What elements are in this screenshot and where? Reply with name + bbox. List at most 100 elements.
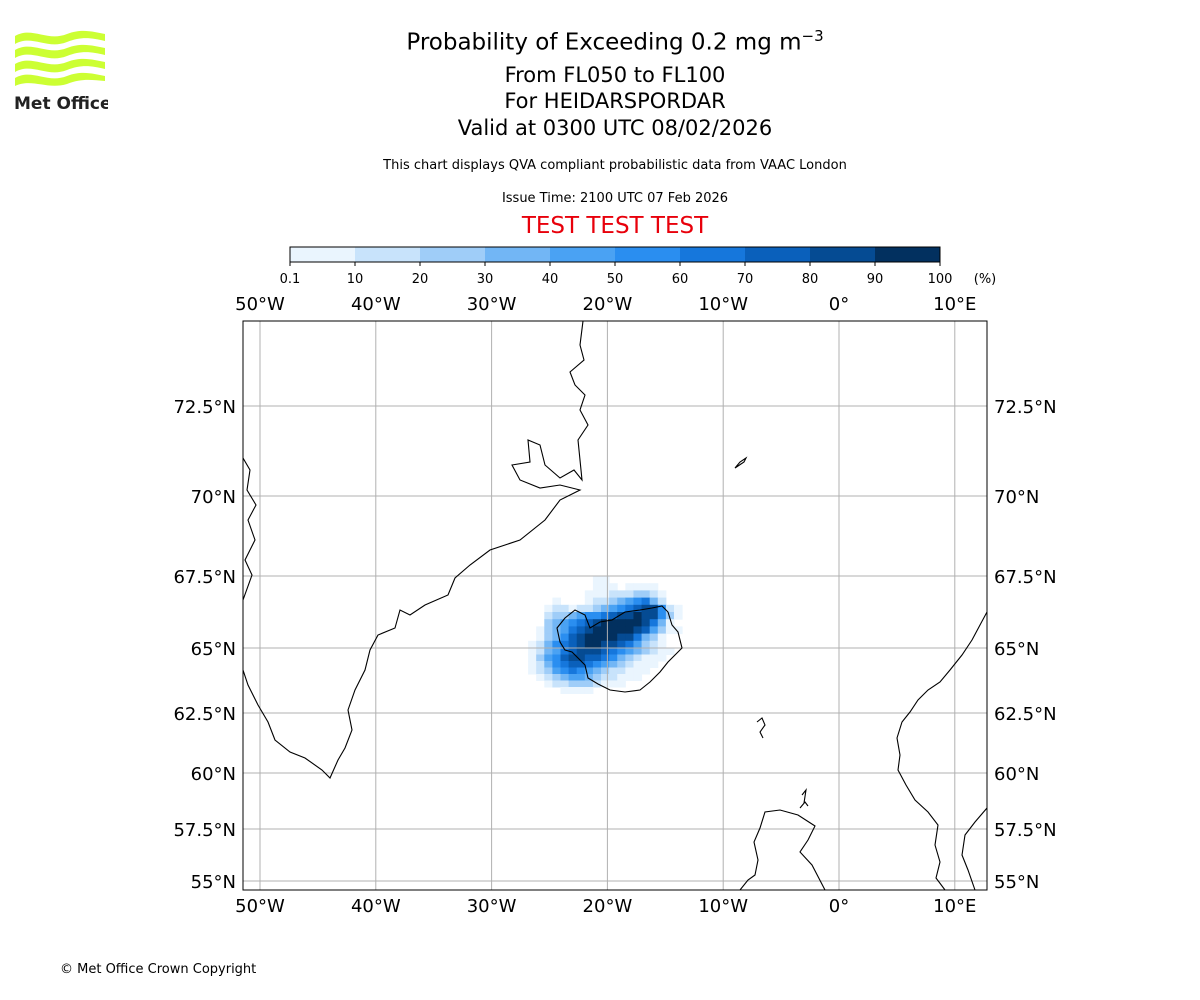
probability-cell [625, 654, 634, 662]
probability-cell [633, 667, 643, 675]
probability-cell [592, 674, 602, 681]
probability-cell [592, 583, 602, 591]
probability-cell [641, 590, 651, 599]
probability-cell [641, 619, 651, 627]
probability-cell [560, 626, 570, 635]
colorbar-bin [420, 247, 485, 262]
probability-cell [625, 590, 634, 599]
probability-cell [528, 667, 537, 675]
probability-cell [592, 604, 602, 613]
map-frame [242, 320, 988, 891]
lon-label-bottom: 10°W [698, 896, 748, 917]
probability-cell [568, 680, 578, 688]
probability-cell [617, 626, 626, 635]
norway-coast [896, 611, 987, 890]
colorbar-tick-label: 0.1 [280, 272, 301, 287]
probability-cell [633, 597, 643, 606]
probability-cell [665, 619, 675, 627]
probability-cell [592, 661, 602, 668]
probability-cell [633, 648, 643, 655]
probability-cell [584, 680, 594, 688]
probability-cell [657, 654, 667, 662]
probability-cell [657, 640, 667, 649]
probability-cell [576, 674, 586, 681]
probability-cell [536, 661, 545, 668]
probability-cell [592, 626, 602, 635]
probability-cell [609, 619, 618, 627]
probability-cell [649, 597, 659, 606]
probability-cell [576, 667, 586, 675]
lat-label-right: 65°N [994, 639, 1039, 660]
probability-cell [584, 661, 594, 668]
probability-cell [536, 626, 545, 635]
probability-cell [649, 590, 659, 599]
lat-label-left: 65°N [191, 639, 236, 660]
probability-cell [560, 619, 570, 627]
probability-cell [576, 654, 586, 662]
probability-cell [617, 648, 626, 655]
probability-cell [568, 633, 578, 642]
probability-cell [657, 597, 667, 606]
probability-cell [633, 633, 643, 642]
probability-cell [592, 654, 602, 662]
probability-cell [592, 633, 602, 642]
probability-cell [528, 640, 537, 649]
orkney [799, 801, 809, 809]
probability-cell [609, 640, 618, 649]
probability-cell [576, 612, 586, 620]
probability-cell [665, 604, 675, 613]
lon-label-bottom: 10°E [933, 896, 976, 917]
colorbar-bin [680, 247, 745, 262]
probability-cell [576, 604, 586, 613]
probability-cell [576, 619, 586, 627]
probability-cell [625, 619, 634, 627]
probability-cell [649, 583, 659, 591]
probability-cell [528, 661, 537, 668]
probability-cell [568, 648, 578, 655]
scotland-coast [739, 809, 826, 890]
probability-cell [568, 619, 578, 627]
colorbar-tick-label: 60 [672, 272, 689, 287]
probability-cell [625, 597, 634, 606]
copyright: © Met Office Crown Copyright [60, 962, 257, 977]
probability-cell [625, 667, 634, 675]
probability-cell [601, 667, 610, 675]
lon-label-bottom: 50°W [235, 896, 285, 917]
probability-cell [552, 661, 562, 668]
probability-cell [544, 680, 553, 688]
faroe-islands [756, 717, 766, 739]
lat-label-right: 72.5°N [994, 397, 1057, 418]
probability-cell [601, 597, 610, 606]
probability-cell [657, 626, 667, 635]
probability-cell [665, 648, 675, 655]
probability-cell [560, 667, 570, 675]
probability-cell [568, 604, 578, 613]
probability-cell [609, 583, 618, 591]
sweden-coast [961, 807, 987, 890]
chart-title: Probability of Exceeding 0.2 mg m−3 [0, 27, 1200, 56]
probability-cell [625, 661, 634, 668]
probability-cell [568, 674, 578, 681]
probability-cell [609, 590, 618, 599]
lon-label-bottom: 40°W [351, 896, 401, 917]
probability-cell [657, 619, 667, 627]
probability-cell [528, 654, 537, 662]
probability-cell [544, 604, 553, 613]
probability-cell [601, 640, 610, 649]
probability-cell [544, 667, 553, 675]
lat-label-left: 67.5°N [173, 567, 236, 588]
probability-cell [601, 590, 610, 599]
probability-cell [617, 604, 626, 613]
probability-cell [641, 654, 651, 662]
lon-label-bottom: 0° [829, 896, 849, 917]
colorbar-tick-label: 80 [802, 272, 819, 287]
probability-cell [584, 640, 594, 649]
probability-cell [625, 633, 634, 642]
probability-cell [625, 604, 634, 613]
shetland [801, 788, 807, 804]
probability-cell [552, 680, 562, 688]
probability-cell [625, 612, 634, 620]
probability-cell [641, 661, 651, 668]
probability-cell [592, 648, 602, 655]
